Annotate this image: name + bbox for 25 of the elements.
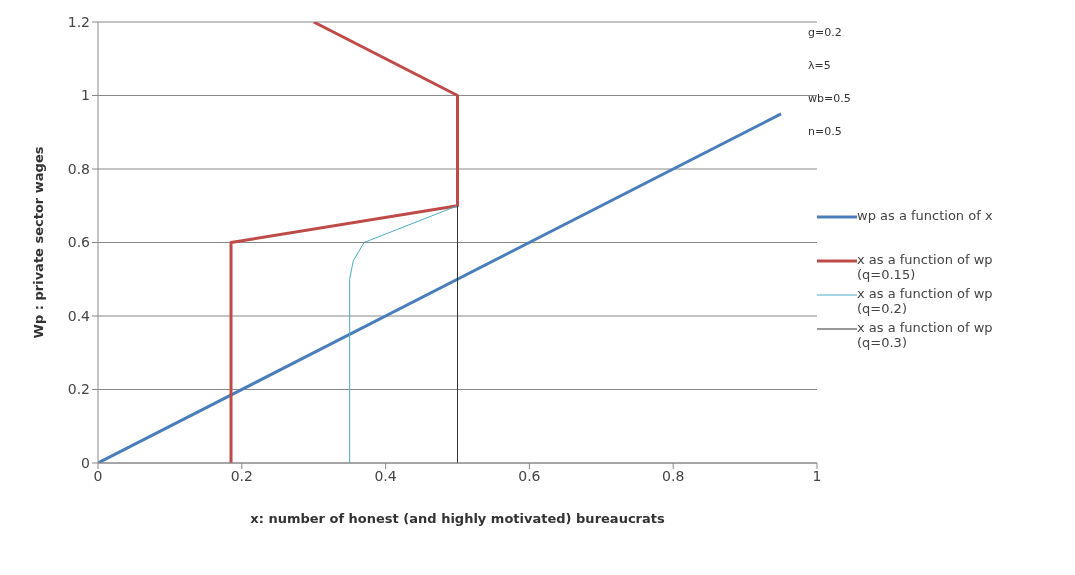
- y-tick-label: 0.2: [67, 381, 90, 398]
- line-series: [229, 22, 459, 463]
- y-tick-label: 0.4: [67, 307, 91, 324]
- x-tick-label: 0.4: [374, 467, 397, 484]
- x-tick-label: 0: [93, 467, 103, 484]
- x-tick-label: 1: [812, 467, 822, 484]
- y-tick-label: 1.2: [67, 13, 90, 30]
- x-tick-label: 0.2: [230, 467, 253, 484]
- y-tick-label: 0.6: [67, 234, 91, 251]
- x-tick-label: 0.6: [518, 467, 541, 484]
- legend-label: x as a function of wp (q=0.15): [857, 251, 994, 282]
- y-axis-title: Wp : private sector wages: [30, 146, 46, 339]
- y-tick-label: 1: [81, 87, 90, 104]
- line-series: [349, 205, 458, 463]
- x-tick-label: 0.8: [662, 467, 685, 484]
- legend-label: x as a function of wp (q=0.3): [857, 319, 994, 350]
- annotation: n=0.5: [808, 125, 843, 140]
- x-axis-title: x: number of honest (and highly motivated) bureaucrats: [250, 511, 665, 526]
- legend-label: wp as a function of x: [857, 207, 994, 223]
- annotation: g=0.2: [808, 26, 843, 41]
- y-tick-label: 0.8: [67, 160, 90, 177]
- annotation: wb=0.5: [808, 92, 851, 107]
- legend-label: x as a function of wp (q=0.2): [857, 285, 994, 316]
- annotation: λ=5: [808, 59, 832, 74]
- y-tick-label: 0: [81, 454, 90, 471]
